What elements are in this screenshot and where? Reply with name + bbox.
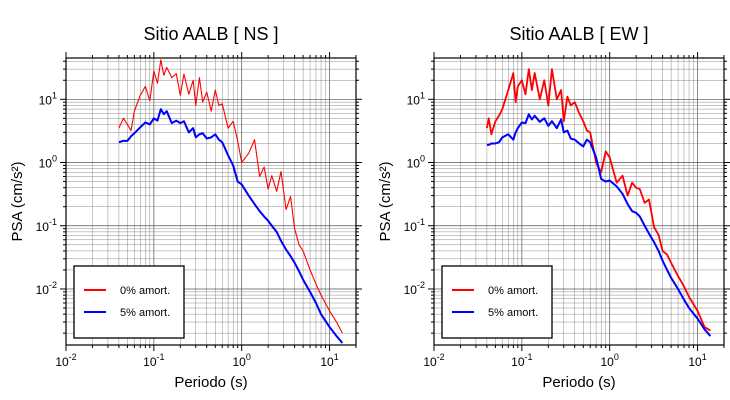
y-tick-label-base: 10 — [404, 220, 418, 234]
series-line-amort-0 — [486, 68, 711, 332]
x-tick-label: 10-2 — [423, 352, 444, 369]
y-tick-label: 10-2 — [404, 280, 425, 297]
chart-title: Sitio AALB [ NS ] — [143, 24, 278, 44]
x-tick-label-exponent: -1 — [157, 352, 165, 362]
y-tick-label-base: 10 — [407, 157, 421, 171]
series-line-amort-5 — [486, 113, 712, 337]
x-tick-label-base: 10 — [320, 355, 334, 369]
legend-box — [73, 265, 185, 339]
y-axis-label: PSA (cm/s²) — [9, 161, 26, 241]
x-tick-label: 10-1 — [143, 352, 164, 369]
x-tick-label-exponent: 1 — [702, 352, 707, 362]
legend-box — [441, 265, 553, 339]
y-tick-label: 100 — [39, 154, 57, 171]
y-tick-label-exponent: 0 — [52, 154, 57, 164]
x-tick-label-exponent: -1 — [525, 352, 533, 362]
x-axis-label: Periodo (s) — [542, 374, 615, 391]
y-tick-label: 100 — [407, 154, 425, 171]
x-axis-label: Periodo (s) — [174, 374, 247, 391]
x-tick-label-exponent: -2 — [437, 352, 445, 362]
y-tick-label-base: 10 — [36, 283, 50, 297]
y-tick-label: 10-1 — [404, 217, 425, 234]
y-tick-label-exponent: -2 — [49, 280, 57, 290]
x-tick-label: 101 — [320, 352, 338, 369]
x-tick-label: 100 — [601, 352, 619, 369]
x-tick-label-base: 10 — [511, 355, 525, 369]
y-tick-label-exponent: 0 — [420, 154, 425, 164]
series-line-amort-5 — [118, 108, 344, 344]
y-tick-label-exponent: -1 — [417, 217, 425, 227]
x-tick-label-base: 10 — [233, 355, 247, 369]
y-tick-label: 10-2 — [36, 280, 57, 297]
y-tick-label: 101 — [39, 90, 57, 107]
legend-label-amort-5: 5% amort. — [488, 307, 538, 319]
series-line-amort-0 — [118, 59, 343, 334]
y-tick-label-exponent: 1 — [420, 90, 425, 100]
y-axis-label: PSA (cm/s²) — [377, 161, 394, 241]
x-tick-label-base: 10 — [423, 355, 437, 369]
x-tick-label-exponent: 1 — [334, 352, 339, 362]
y-tick-label-base: 10 — [36, 220, 50, 234]
legend-label-amort-0: 0% amort. — [120, 285, 170, 297]
y-tick-label-exponent: 1 — [52, 90, 57, 100]
x-tick-label-exponent: -2 — [69, 352, 77, 362]
legend: 0% amort. 5% amort. — [441, 265, 553, 339]
x-tick-label-base: 10 — [601, 355, 615, 369]
y-tick-label-base: 10 — [407, 93, 421, 107]
y-tick-label-base: 10 — [39, 93, 53, 107]
x-tick-label: 100 — [233, 352, 251, 369]
y-tick-label-exponent: -1 — [49, 217, 57, 227]
plot-frame — [433, 57, 725, 346]
grid — [433, 58, 725, 345]
x-tick-label-base: 10 — [143, 355, 157, 369]
axis-ticks — [428, 52, 730, 351]
x-tick-label-exponent: 0 — [246, 352, 251, 362]
chart-title: Sitio AALB [ EW ] — [509, 24, 648, 44]
x-tick-label: 10-2 — [55, 352, 76, 369]
y-tick-label-base: 10 — [404, 283, 418, 297]
y-tick-label-base: 10 — [39, 157, 53, 171]
legend: 0% amort. 5% amort. — [73, 265, 185, 339]
x-tick-label: 101 — [688, 352, 706, 369]
x-tick-label: 10-1 — [511, 352, 532, 369]
legend-label-amort-0: 0% amort. — [488, 285, 538, 297]
x-tick-label-base: 10 — [55, 355, 69, 369]
y-tick-label-exponent: -2 — [417, 280, 425, 290]
x-tick-label-base: 10 — [688, 355, 702, 369]
axis-ticks — [60, 52, 362, 351]
x-tick-label-exponent: 0 — [614, 352, 619, 362]
plot-frame — [65, 57, 357, 346]
legend-label-amort-5: 5% amort. — [120, 307, 170, 319]
y-tick-label: 10-1 — [36, 217, 57, 234]
y-tick-label: 101 — [407, 90, 425, 107]
